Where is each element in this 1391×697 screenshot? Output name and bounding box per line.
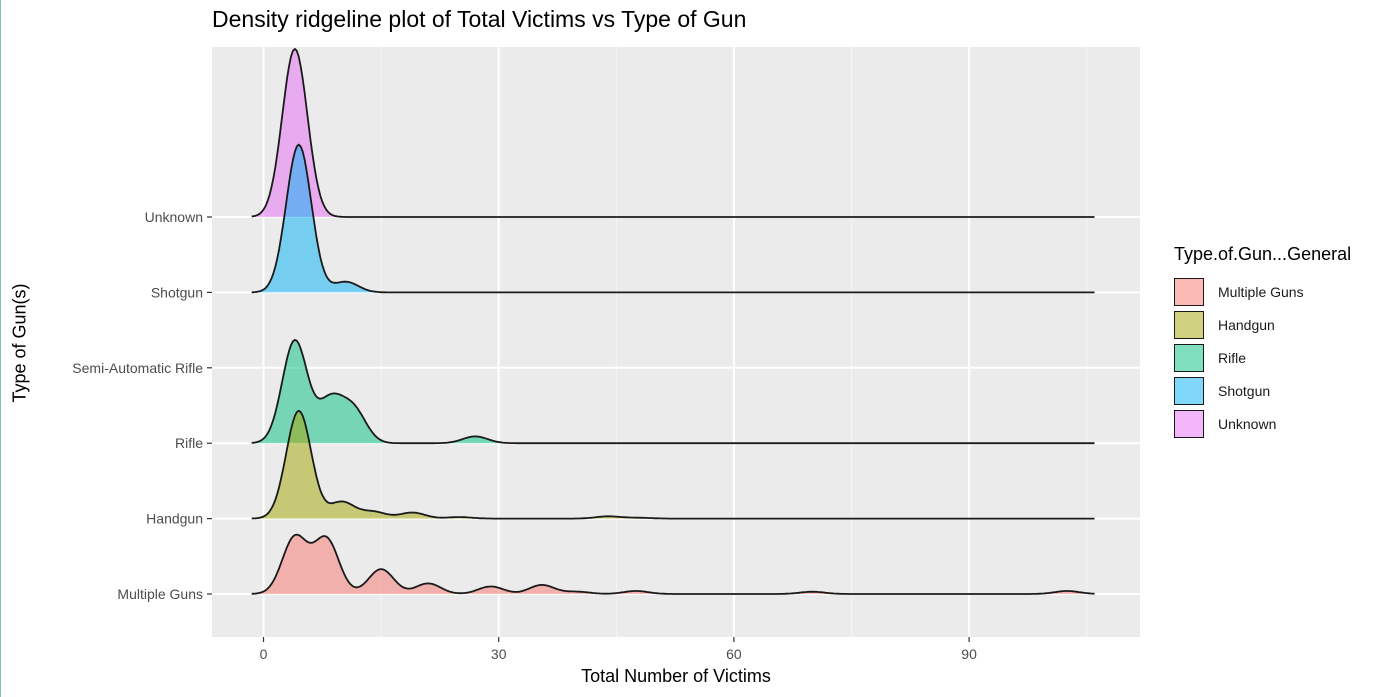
ridge-line-multiple-guns bbox=[251, 533, 1095, 595]
legend-item-shotgun: Shotgun bbox=[1174, 374, 1351, 407]
legend-key-multiple-guns bbox=[1174, 277, 1204, 306]
legend-key-unknown bbox=[1174, 409, 1204, 438]
y-tick-label: Multiple Guns bbox=[117, 586, 203, 602]
y-tick-label: Handgun bbox=[146, 511, 203, 527]
x-tick-label: 30 bbox=[491, 646, 507, 662]
legend: Type.of.Gun...General Multiple Guns Hand… bbox=[1174, 244, 1351, 440]
x-tick-label: 90 bbox=[961, 646, 977, 662]
legend-item-multiple-guns: Multiple Guns bbox=[1174, 275, 1351, 308]
density-ridges bbox=[251, 48, 1095, 595]
x-axis: 0 30 60 90 bbox=[260, 637, 977, 662]
chart-title: Density ridgeline plot of Total Victims … bbox=[212, 6, 747, 32]
ridge-line-unknown bbox=[251, 48, 1095, 218]
legend-label: Unknown bbox=[1218, 415, 1277, 432]
y-axis: Multiple Guns Handgun Rifle Semi-Automatic … bbox=[72, 209, 212, 602]
x-axis-label: Total Number of Victims bbox=[581, 666, 771, 686]
legend-label: Rifle bbox=[1218, 349, 1247, 366]
plot-panel bbox=[212, 47, 1140, 637]
ridge-line-rifle bbox=[251, 339, 1095, 445]
legend-title: Type.of.Gun...General bbox=[1174, 244, 1352, 264]
legend-item-unknown: Unknown bbox=[1174, 407, 1351, 440]
ridge-area-handgun bbox=[251, 410, 1095, 519]
legend-label: Shotgun bbox=[1218, 382, 1271, 399]
legend-key-rifle bbox=[1174, 343, 1204, 372]
x-tick-label: 0 bbox=[260, 646, 268, 662]
legend-label: Handgun bbox=[1218, 316, 1275, 333]
grid-minor bbox=[380, 47, 1088, 637]
legend-item-handgun: Handgun bbox=[1174, 308, 1351, 341]
ridge-line-shotgun bbox=[251, 143, 1095, 294]
legend-item-rifle: Rifle bbox=[1174, 341, 1351, 374]
ridge-line-handgun bbox=[251, 409, 1095, 520]
ridge-area-multiple-guns bbox=[251, 534, 1095, 594]
legend-key-handgun bbox=[1174, 310, 1204, 339]
legend-label: Multiple Guns bbox=[1218, 283, 1304, 300]
legend-key-shotgun bbox=[1174, 376, 1204, 405]
y-axis-label: Type of Gun(s) bbox=[9, 283, 30, 403]
ridge-area-rifle bbox=[251, 339, 1095, 444]
y-tick-label: Rifle bbox=[175, 435, 203, 451]
y-tick-label: Shotgun bbox=[151, 284, 203, 300]
y-tick-label: Unknown bbox=[145, 209, 203, 225]
y-tick-label: Semi-Automatic Rifle bbox=[72, 360, 203, 376]
x-tick-label: 60 bbox=[726, 646, 742, 662]
